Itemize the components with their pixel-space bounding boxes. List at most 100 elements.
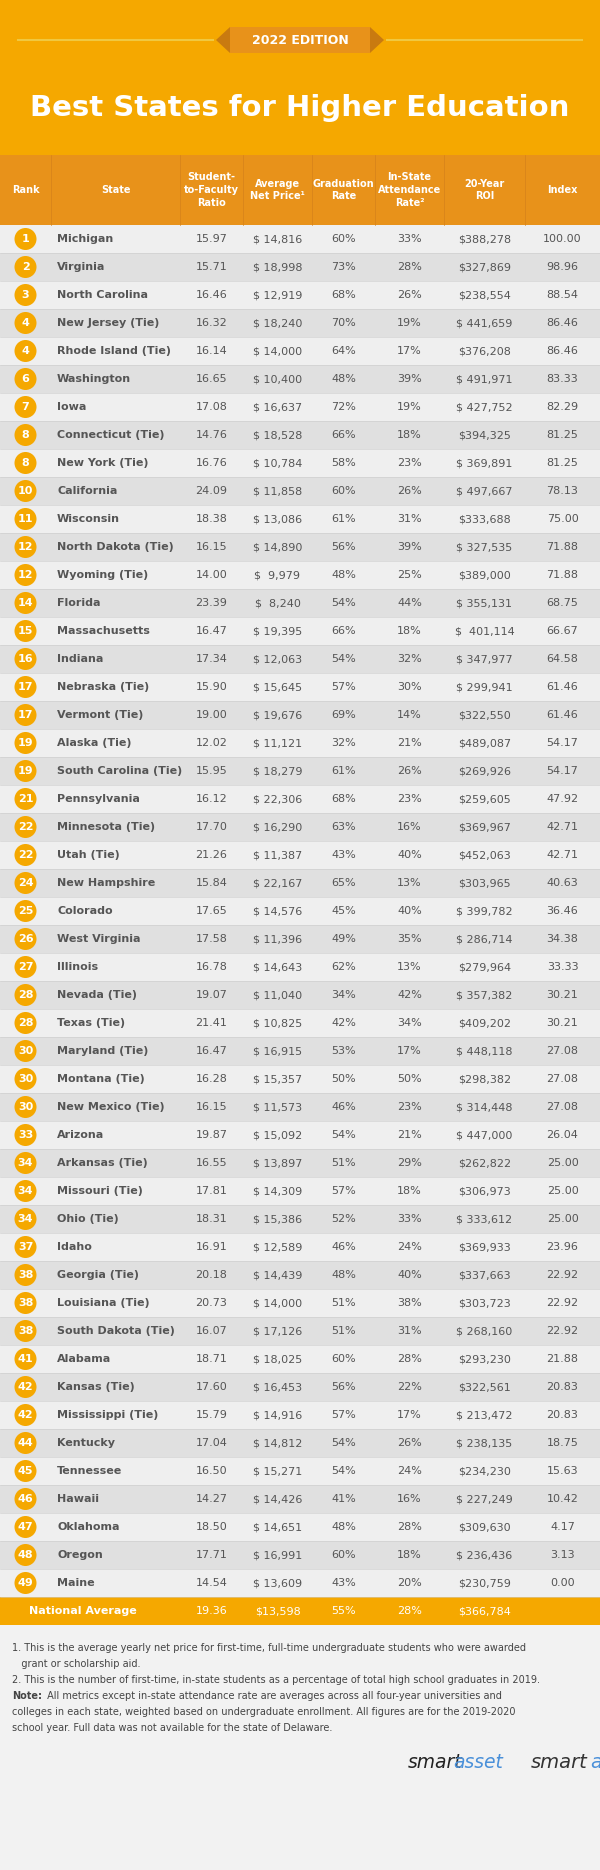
Text: 22%: 22% [397,1382,422,1391]
Text: 23%: 23% [397,795,422,804]
Bar [0,898,600,926]
Text: 24%: 24% [397,1466,422,1475]
Text: $ 213,472: $ 213,472 [456,1410,513,1419]
Text: 56%: 56% [331,542,356,552]
Text: 66%: 66% [331,430,356,439]
Text: $ 327,535: $ 327,535 [457,542,512,552]
Text: 19.07: 19.07 [196,989,227,1000]
Text: 43%: 43% [331,851,356,860]
Text: Colorado: Colorado [57,905,113,916]
Text: $298,382: $298,382 [458,1073,511,1085]
Text: 21.88: 21.88 [547,1354,578,1363]
Circle shape [14,1264,37,1287]
Text: $369,933: $369,933 [458,1242,511,1253]
Text: 66.67: 66.67 [547,626,578,636]
Circle shape [14,284,37,307]
Text: 20.73: 20.73 [196,1298,227,1307]
Text: $ 14,812: $ 14,812 [253,1438,302,1447]
Text: 42%: 42% [397,989,422,1000]
Text: 17.60: 17.60 [196,1382,227,1391]
Text: 26%: 26% [397,1438,422,1447]
Text: 25.00: 25.00 [547,1186,578,1197]
Text: $ 447,000: $ 447,000 [457,1129,512,1141]
Text: 42.71: 42.71 [547,851,578,860]
Text: 44: 44 [17,1438,34,1449]
Text: $ 18,240: $ 18,240 [253,318,302,327]
Text: 54%: 54% [331,598,356,608]
Text: $ 399,782: $ 399,782 [456,905,513,916]
Bar [0,701,600,729]
Text: 40%: 40% [397,905,422,916]
Text: 42%: 42% [331,1017,356,1028]
Text: $489,087: $489,087 [458,739,511,748]
Bar [0,645,600,673]
Circle shape [14,675,37,698]
Text: 2: 2 [22,262,29,273]
Text: 55%: 55% [331,1606,356,1616]
Bar [0,1513,600,1541]
Text: $309,630: $309,630 [458,1522,511,1532]
Text: 16.32: 16.32 [196,318,227,327]
Bar [0,533,600,561]
Text: 4: 4 [22,318,29,329]
Text: $ 14,439: $ 14,439 [253,1270,302,1279]
Text: 20%: 20% [397,1578,422,1588]
Text: 30: 30 [18,1075,33,1085]
Text: Missouri (Tie): Missouri (Tie) [57,1186,143,1197]
Text: 34: 34 [18,1214,33,1225]
Text: 30%: 30% [397,683,422,692]
Text: grant or scholarship aid.: grant or scholarship aid. [12,1659,140,1670]
Text: 44%: 44% [397,598,422,608]
Circle shape [14,1376,37,1399]
Text: 16.07: 16.07 [196,1326,227,1335]
Text: $ 22,167: $ 22,167 [253,879,302,888]
Circle shape [14,424,37,447]
Text: 61.46: 61.46 [547,711,578,720]
Bar [0,1232,600,1260]
Text: Oklahoma: Oklahoma [57,1522,119,1532]
Text: 19: 19 [17,767,34,776]
Text: Georgia (Tie): Georgia (Tie) [57,1270,139,1279]
Text: 54.17: 54.17 [547,767,578,776]
Text: Kansas (Tie): Kansas (Tie) [57,1382,135,1391]
Text: $ 16,637: $ 16,637 [253,402,302,411]
Bar [0,477,600,505]
Text: Rhode Island (Tie): Rhode Island (Tie) [57,346,171,355]
Text: 16.28: 16.28 [196,1073,227,1085]
Bar [0,1288,600,1316]
Text: 16.91: 16.91 [196,1242,227,1253]
Text: 48: 48 [17,1550,34,1560]
Text: $333,688: $333,688 [458,514,511,524]
Text: 30: 30 [18,1103,33,1113]
Text: 35%: 35% [397,933,422,944]
Text: $ 16,991: $ 16,991 [253,1550,302,1560]
Circle shape [14,1573,37,1593]
Bar [0,1038,600,1066]
Text: 71.88: 71.88 [547,570,578,580]
Text: $389,000: $389,000 [458,570,511,580]
Text: 38: 38 [18,1298,33,1309]
Text: 16.55: 16.55 [196,1158,227,1169]
Text: 16.12: 16.12 [196,795,227,804]
Text: 3.13: 3.13 [550,1550,575,1560]
Text: $238,554: $238,554 [458,290,511,299]
Circle shape [14,565,37,585]
Text: $327,869: $327,869 [458,262,511,271]
Text: 17.70: 17.70 [196,823,227,832]
Text: $ 11,396: $ 11,396 [253,933,302,944]
Text: 68.75: 68.75 [547,598,578,608]
Text: 18%: 18% [397,430,422,439]
Text: $ 11,121: $ 11,121 [253,739,302,748]
Bar [0,561,600,589]
Text: 54%: 54% [331,1466,356,1475]
Text: 32%: 32% [397,654,422,664]
Text: 17.34: 17.34 [196,654,227,664]
Text: Idaho: Idaho [57,1242,92,1253]
Text: 22: 22 [18,823,33,832]
Circle shape [14,368,37,391]
Bar [0,337,600,365]
Text: 19.00: 19.00 [196,711,227,720]
Text: Oregon: Oregon [57,1550,103,1560]
Text: $ 16,290: $ 16,290 [253,823,302,832]
Text: 17.81: 17.81 [196,1186,227,1197]
